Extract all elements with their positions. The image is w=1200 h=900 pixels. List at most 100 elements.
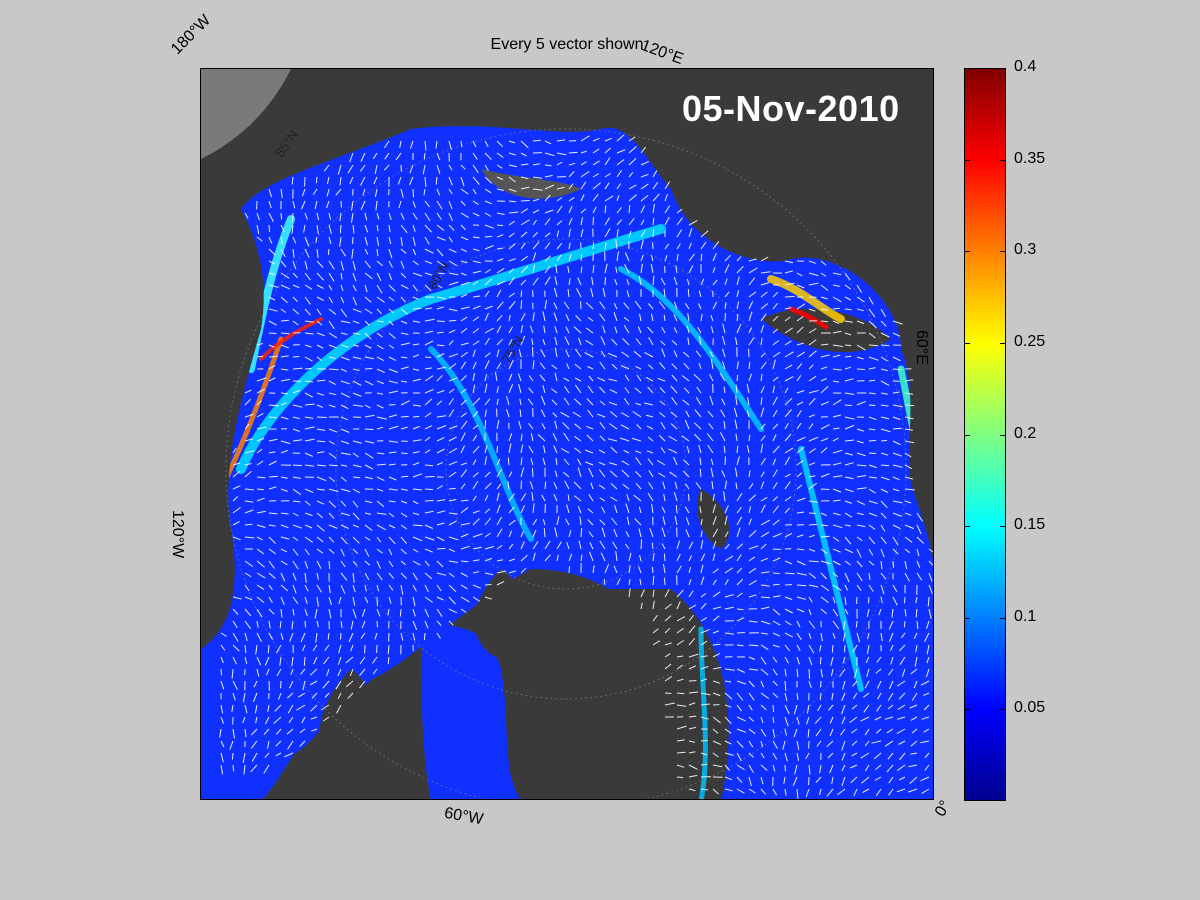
- drift-vector: [628, 157, 637, 166]
- drift-vector: [652, 170, 658, 178]
- drift-vector: [709, 351, 714, 358]
- drift-vector: [508, 292, 516, 298]
- drift-vector: [352, 356, 362, 360]
- drift-vector: [877, 692, 882, 700]
- drift-vector: [880, 452, 889, 456]
- drift-vector: [868, 367, 876, 370]
- drift-vector: [640, 195, 649, 202]
- drift-vector: [896, 764, 906, 772]
- drift-vector: [290, 668, 294, 675]
- drift-vector: [862, 788, 870, 793]
- drift-vector: [748, 327, 753, 334]
- drift-vector: [350, 644, 354, 652]
- drift-vector: [796, 692, 799, 701]
- drift-vector: [784, 387, 789, 394]
- drift-vector: [324, 692, 330, 698]
- drift-vector: [760, 291, 768, 298]
- drift-vector: [256, 476, 266, 479]
- drift-vector: [700, 678, 708, 682]
- drift-vector: [736, 578, 744, 586]
- drift-vector: [554, 336, 558, 346]
- drift-vector: [880, 368, 888, 372]
- colorbar-tick-mark: [964, 617, 970, 619]
- drift-vector: [316, 260, 324, 268]
- drift-vector: [748, 716, 754, 722]
- drift-vector: [268, 224, 271, 232]
- drift-vector: [614, 504, 618, 514]
- drift-vector: [784, 364, 793, 370]
- drift-speed-streak: [259, 317, 323, 361]
- drift-vector: [819, 788, 822, 796]
- drift-vector: [232, 485, 241, 490]
- drift-vector: [349, 668, 354, 677]
- drift-vector: [840, 728, 846, 736]
- drift-vector: [316, 500, 325, 505]
- drift-vector: [560, 411, 570, 418]
- drift-vector: [724, 531, 729, 538]
- drift-vector: [832, 414, 842, 418]
- drift-vector: [712, 591, 721, 598]
- drift-vector: [460, 432, 466, 442]
- drift-vector: [268, 284, 279, 288]
- drift-vector: [400, 356, 408, 359]
- drift-vector: [232, 728, 235, 739]
- drift-vector: [796, 752, 800, 761]
- drift-vector: [472, 571, 480, 574]
- drift-vector: [268, 416, 278, 419]
- drift-vector: [688, 625, 696, 634]
- drift-vector: [880, 584, 885, 595]
- drift-vector: [472, 410, 479, 418]
- drift-vector: [856, 400, 866, 406]
- drift-vector: [340, 332, 348, 335]
- drift-vector: [841, 716, 846, 725]
- drift-vector: [436, 374, 443, 382]
- drift-vector: [436, 224, 445, 231]
- drift-vector: [268, 608, 275, 615]
- drift-vector: [460, 361, 467, 370]
- drift-vector: [244, 620, 252, 629]
- drift-vector: [904, 476, 914, 480]
- drift-vector: [784, 507, 790, 514]
- drift-vector: [664, 181, 671, 190]
- drift-vector: [376, 548, 383, 554]
- drift-vector: [412, 584, 417, 592]
- drift-vector: [682, 470, 690, 478]
- drift-vector: [760, 337, 763, 346]
- drift-vector: [352, 560, 358, 567]
- drift-vector: [671, 340, 678, 346]
- drift-vector: [688, 788, 696, 792]
- drift-vector: [360, 632, 366, 639]
- drift-vector: [352, 524, 360, 528]
- drift-vector: [724, 456, 726, 466]
- drift-vector: [723, 491, 726, 502]
- drift-vector: [830, 668, 834, 677]
- drift-vector: [460, 420, 468, 430]
- colorbar-tick-mark: [1000, 68, 1006, 69]
- drift-vector: [472, 236, 480, 239]
- drift-vector: [328, 524, 338, 529]
- drift-vector: [599, 540, 606, 550]
- drift-vector: [556, 161, 563, 166]
- drift-vector: [888, 680, 894, 690]
- drift-vector: [460, 224, 466, 230]
- drift-vector: [661, 326, 666, 334]
- drift-vector: [554, 276, 558, 286]
- drift-vector: [400, 296, 406, 303]
- drift-vector: [508, 200, 516, 203]
- drift-vector: [424, 200, 430, 208]
- drift-vector: [712, 504, 716, 514]
- drift-vector: [712, 540, 717, 550]
- drift-vector: [676, 678, 684, 682]
- drift-vector: [279, 656, 282, 666]
- drift-vector: [574, 363, 582, 370]
- drift-vector: [573, 495, 582, 502]
- drift-vector: [866, 668, 870, 678]
- drift-vector: [520, 152, 527, 157]
- drift-vector: [286, 692, 294, 699]
- drift-vector: [710, 359, 714, 370]
- drift-vector: [400, 248, 407, 254]
- drift-vector: [676, 764, 685, 768]
- drift-vector: [304, 403, 315, 406]
- drift-vector: [621, 351, 630, 358]
- drift-vector: [796, 511, 805, 514]
